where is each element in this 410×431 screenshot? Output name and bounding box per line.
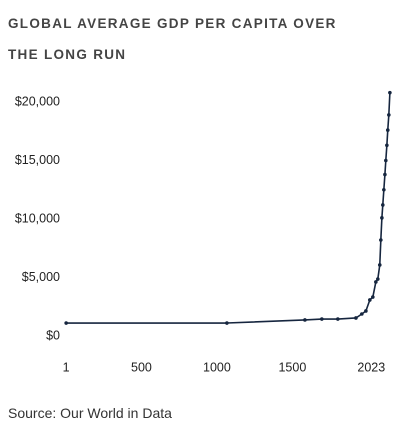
data-point [364, 309, 368, 313]
series-line [66, 92, 391, 324]
x-tick-label: 1500 [278, 360, 306, 374]
data-point [303, 318, 307, 322]
data-point [374, 280, 378, 284]
data-point [388, 90, 392, 95]
data-point [382, 187, 386, 192]
y-tick-label: $10,000 [15, 211, 60, 225]
data-point [354, 316, 358, 320]
x-tick-label: 1 [63, 360, 70, 374]
data-point [379, 238, 383, 242]
data-point [320, 317, 324, 321]
chart-title: GLOBAL AVERAGE GDP PER CAPITA OVER THE L… [8, 16, 337, 62]
data-point [371, 295, 375, 299]
data-point [384, 158, 388, 163]
data-point [377, 263, 382, 267]
data-point [380, 203, 385, 207]
y-tick-label: $5,000 [22, 270, 60, 284]
x-tick-label: 2023 [357, 360, 385, 374]
y-tick-label: $0 [46, 328, 60, 342]
data-point [383, 172, 387, 177]
data-point [385, 143, 389, 148]
data-point [385, 128, 390, 132]
data-point [225, 321, 229, 325]
y-tick-label: $20,000 [15, 94, 60, 108]
y-tick-label: $15,000 [15, 153, 60, 167]
data-point [376, 277, 380, 281]
data-point [360, 312, 364, 316]
data-point [368, 298, 372, 302]
x-tick-label: 500 [131, 360, 152, 374]
data-point [380, 216, 384, 220]
data-point [387, 113, 391, 117]
data-point [336, 317, 340, 321]
data-point [64, 321, 68, 325]
source-note: Source: Our World in Data [8, 405, 172, 421]
x-tick-label: 1000 [203, 360, 231, 374]
